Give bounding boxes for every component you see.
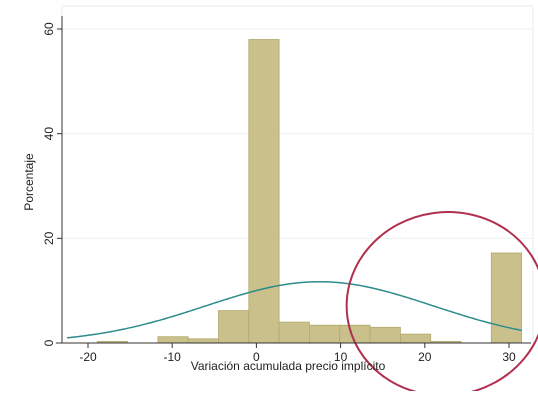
histogram-bar xyxy=(187,338,219,344)
x-tick-label: 10 xyxy=(334,350,348,364)
x-tick-label: 30 xyxy=(502,350,516,364)
histogram-bar xyxy=(490,252,522,344)
y-tick-label: 40 xyxy=(42,127,56,141)
histogram-bar xyxy=(369,326,401,344)
x-tick-label: 20 xyxy=(418,350,432,364)
x-axis-title: Variación acumulada precio implícito xyxy=(191,359,386,373)
x-tick-label: 0 xyxy=(253,350,260,364)
x-tick-label: -10 xyxy=(164,350,182,364)
axes-layer: 0 20 40 60 -20 -10 0 10 20 30 xyxy=(42,16,531,364)
y-tick-label: 0 xyxy=(42,339,56,346)
y-tick-label: 60 xyxy=(42,22,56,36)
y-tick-label: 20 xyxy=(42,231,56,245)
curve-layer xyxy=(66,281,522,339)
histogram-bar xyxy=(399,333,432,344)
y-axis-title: Porcentaje xyxy=(22,153,36,211)
bars-layer xyxy=(96,39,522,344)
histogram-bar xyxy=(218,310,250,344)
histogram-bar xyxy=(278,321,310,344)
histogram-bar xyxy=(308,324,341,344)
normal-density-curve xyxy=(66,281,522,339)
histogram-bar xyxy=(157,336,189,344)
x-tick-label: -20 xyxy=(79,350,97,364)
histogram-bar xyxy=(248,39,280,344)
